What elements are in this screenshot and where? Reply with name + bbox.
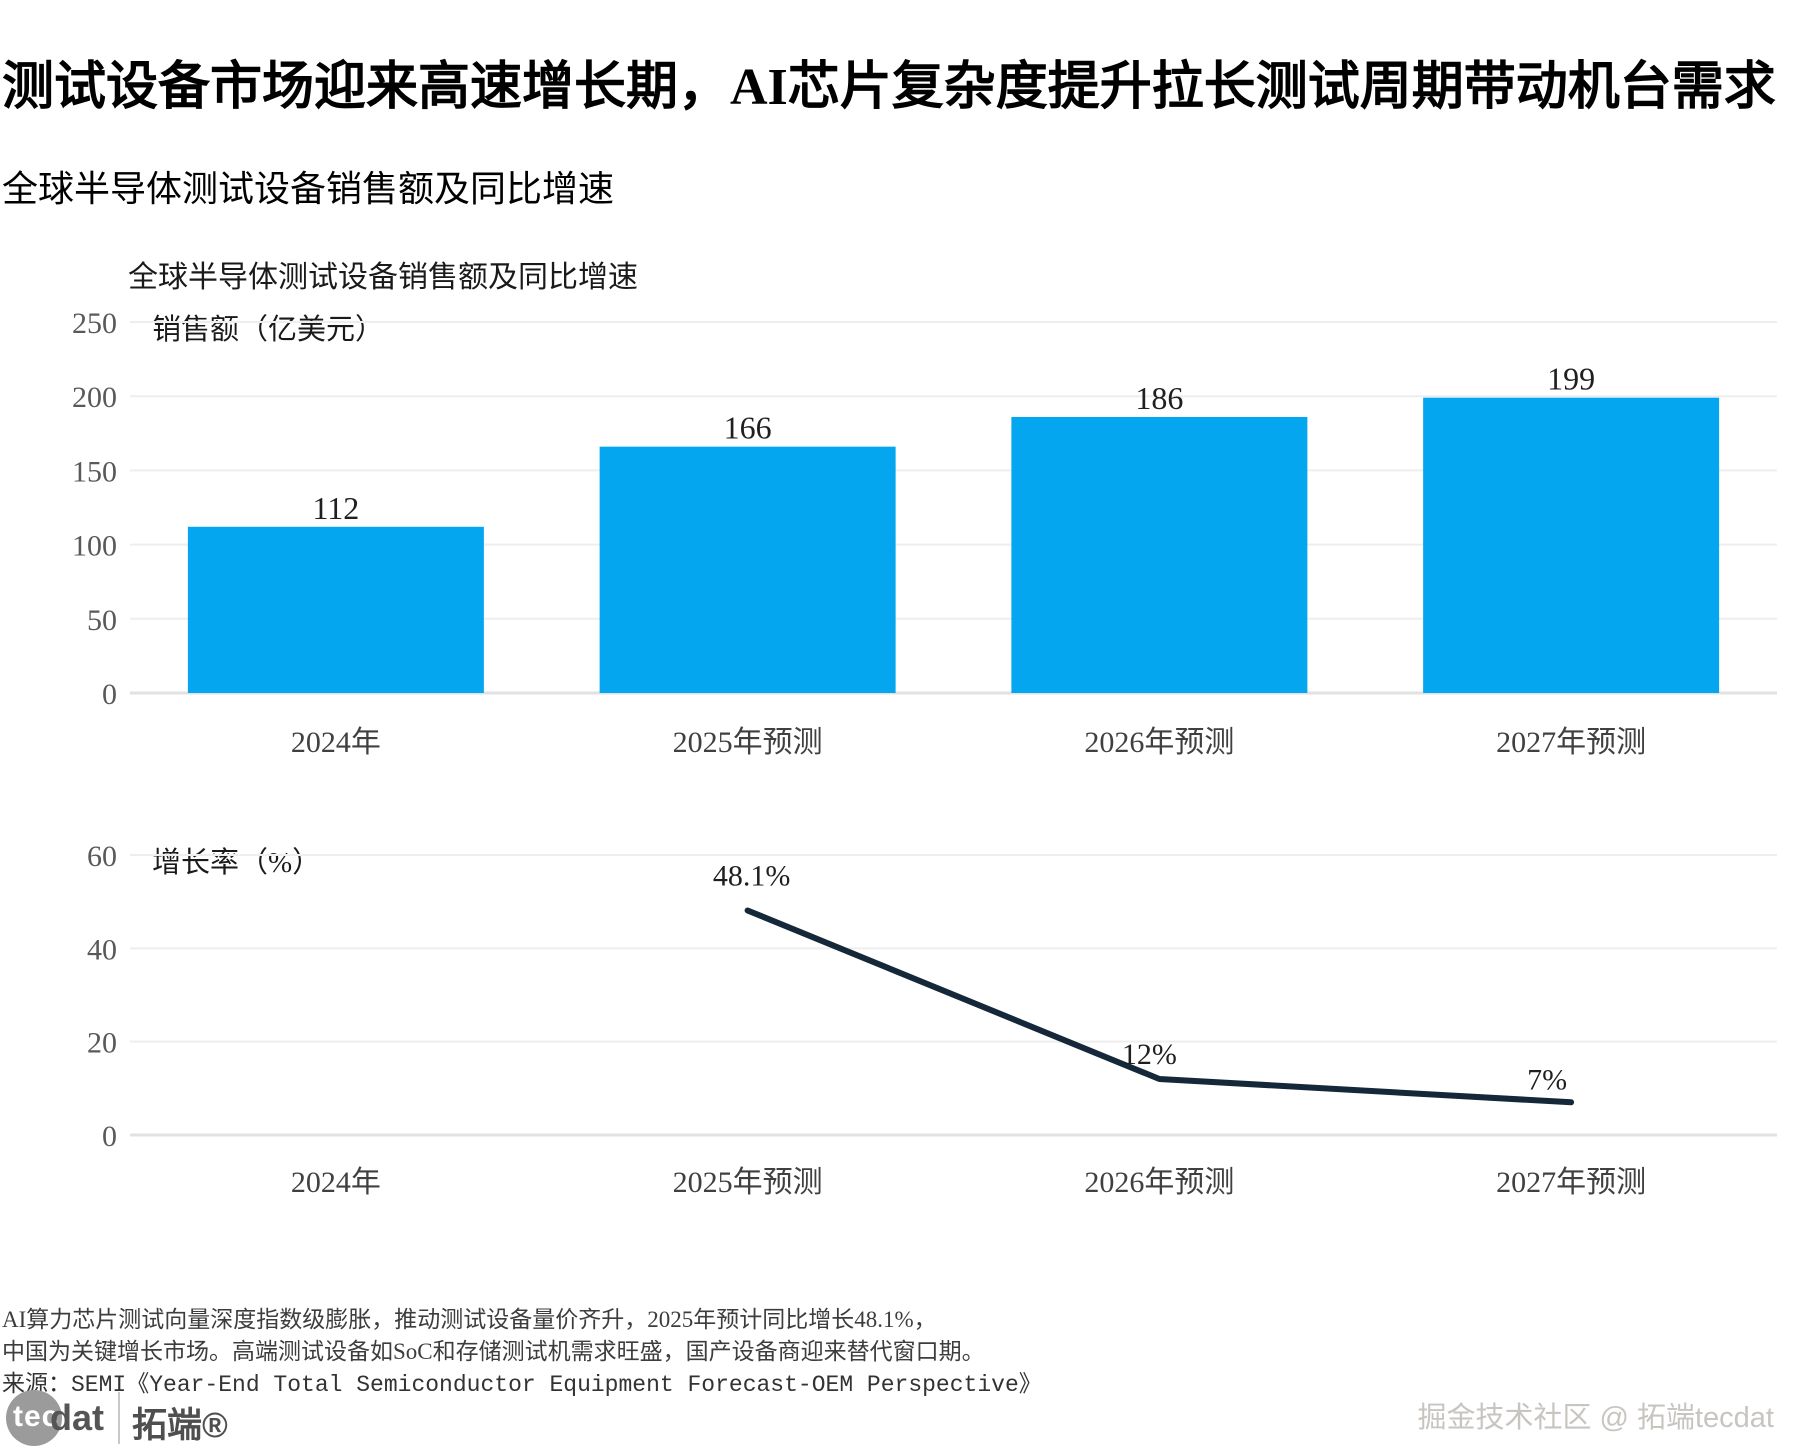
bar-value-label: 166: [724, 410, 772, 446]
watermark-text: 掘金技术社区 @ 拓端tecdat: [1417, 1402, 1774, 1434]
bar-value-label: 186: [1135, 380, 1183, 416]
sales-bar: [1011, 416, 1308, 693]
x-tick-label: 2026年预测: [1084, 1166, 1234, 1199]
x-tick-label: 2027年预测: [1496, 726, 1646, 759]
footnote-line-2: 中国为关键增长市场。高端测试设备如SoC和存储测试机需求旺盛，国产设备商迎来替代…: [2, 1339, 985, 1364]
growth-line: [744, 907, 1575, 1106]
page-title: 测试设备市场迎来高速增长期，AI芯片复杂度提升拉长测试周期带动机台需求: [2, 59, 1776, 116]
sales-bar: [599, 446, 896, 693]
line-value-label: 7%: [1527, 1063, 1567, 1096]
sales-axis-label: 销售额（亿美元）: [152, 314, 385, 346]
y-tick-label: 100: [72, 530, 117, 563]
line-value-label: 12%: [1122, 1038, 1177, 1071]
sales-bar: [187, 526, 484, 693]
y-tick-label: 0: [102, 1120, 117, 1153]
bar-value-label: 199: [1547, 361, 1595, 397]
bar-value-label: 112: [312, 490, 359, 526]
logo-tec-text: tec: [13, 1400, 60, 1433]
y-tick-label: 50: [87, 604, 117, 637]
y-tick-label: 20: [87, 1027, 117, 1060]
page-subtitle: 全球半导体测试设备销售额及同比增速: [2, 169, 615, 209]
y-tick-label: 0: [102, 678, 117, 711]
y-tick-label: 200: [72, 381, 117, 414]
source-citation: 来源：SEMI《Year-End Total Semiconductor Equ…: [2, 1372, 1042, 1398]
y-tick-label: 150: [72, 455, 117, 488]
chart-title: 全球半导体测试设备销售额及同比增速: [128, 261, 638, 294]
y-tick-label: 60: [87, 840, 117, 873]
line-value-label: 48.1%: [713, 860, 791, 893]
sales-bar: [1423, 397, 1720, 693]
logo-dat-text: dat: [50, 1397, 104, 1438]
x-tick-label: 2026年预测: [1084, 726, 1234, 759]
logo-circle-icon: [6, 1390, 62, 1446]
logo-brand-text: 拓端®: [132, 1406, 228, 1445]
x-tick-label: 2025年预测: [673, 1166, 823, 1199]
logo-divider: [118, 1392, 120, 1444]
x-tick-label: 2027年预测: [1496, 1166, 1646, 1199]
x-tick-label: 2025年预测: [673, 726, 823, 759]
x-tick-label: 2024年: [291, 1166, 381, 1199]
footnote-line-1: AI算力芯片测试向量深度指数级膨胀，推动测试设备量价齐升，2025年预计同比增长…: [2, 1307, 937, 1332]
y-tick-label: 250: [72, 307, 117, 340]
growth-axis-label: 增长率（%）: [152, 847, 322, 879]
x-tick-label: 2024年: [291, 726, 381, 759]
y-tick-label: 40: [87, 933, 117, 966]
tecdat-logo: tec dat 拓端®: [4, 1388, 284, 1450]
